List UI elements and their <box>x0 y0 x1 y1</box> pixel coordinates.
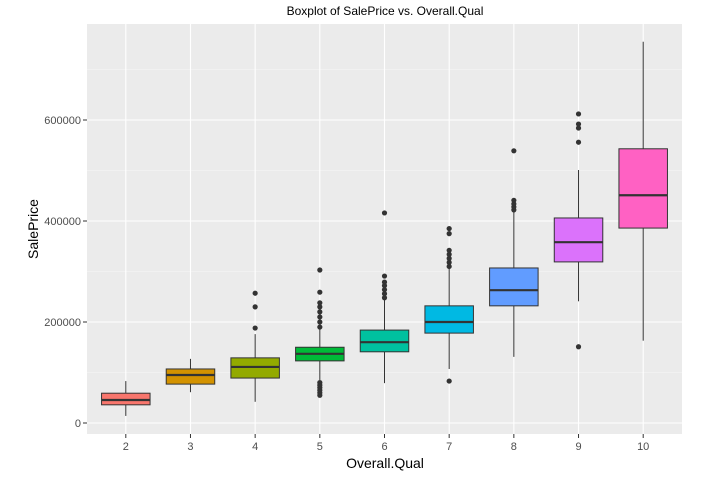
outlier-point <box>446 259 452 266</box>
outlier-point <box>381 287 388 293</box>
box <box>618 148 668 229</box>
x-tick-label: 7 <box>446 441 452 453</box>
y-tick-label: 400000 <box>44 216 81 228</box>
box-group-10 <box>618 41 668 341</box>
x-tick-label: 6 <box>381 441 387 453</box>
x-tick-label: 3 <box>187 441 193 453</box>
outlier-point <box>511 197 517 203</box>
outlier-point <box>317 314 323 320</box>
outlier-point <box>446 247 452 253</box>
outlier-point <box>317 267 323 273</box>
box <box>553 217 604 263</box>
box-group-8 <box>489 148 539 357</box>
outlier-point <box>381 291 388 297</box>
outlier-point <box>252 325 258 331</box>
outlier-point <box>446 263 452 270</box>
outlier-point <box>317 380 323 386</box>
outlier-point <box>317 309 323 315</box>
box <box>165 368 216 385</box>
outlier-point <box>317 300 323 306</box>
box-group-4 <box>230 290 280 402</box>
outlier-point <box>446 378 452 384</box>
x-tick-label: 10 <box>637 441 649 453</box>
x-tick-label: 4 <box>252 441 258 453</box>
outlier-point <box>575 139 582 145</box>
outlier-point <box>446 255 452 261</box>
outlier-point <box>252 290 258 296</box>
x-axis-label: Overall.Qual <box>346 455 424 471</box>
outlier-point <box>575 344 582 350</box>
box-group-9 <box>553 111 604 350</box>
outlier-point <box>317 289 323 295</box>
outlier-point <box>317 304 323 310</box>
outlier-point <box>317 319 323 325</box>
outlier-point <box>575 111 582 117</box>
outlier-point <box>446 225 452 232</box>
box-group-6 <box>359 210 410 384</box>
outlier-point <box>317 324 323 330</box>
outlier-point <box>381 210 388 216</box>
outlier-point <box>252 304 258 310</box>
y-tick-label: 0 <box>75 418 81 430</box>
box <box>424 305 474 334</box>
outlier-point <box>575 125 582 131</box>
y-tick-label: 600000 <box>44 115 81 127</box>
box-group-7 <box>424 225 474 384</box>
outlier-point <box>511 148 517 154</box>
outlier-point <box>575 121 582 127</box>
box-group-2 <box>101 381 151 416</box>
outlier-point <box>381 273 388 279</box>
y-tick-label: 200000 <box>44 317 81 329</box>
outlier-point <box>381 295 388 301</box>
x-tick-label: 5 <box>317 441 323 453</box>
y-axis: 0 200000 400000 600000 <box>44 115 87 430</box>
box-group-5 <box>295 267 345 398</box>
outlier-point <box>381 279 388 285</box>
outlier-point <box>446 251 452 257</box>
x-tick-label: 9 <box>575 441 581 453</box>
box-group-3 <box>165 358 216 393</box>
y-axis-label: SalePrice <box>25 199 41 259</box>
chart-title: Boxplot of SalePrice vs. Overall.Qual <box>287 4 484 18</box>
outlier-point <box>446 231 452 237</box>
x-tick-label: 8 <box>511 441 517 453</box>
boxes <box>101 41 668 416</box>
x-axis: 2 3 4 5 6 7 8 9 10 <box>123 434 649 453</box>
box <box>359 329 410 353</box>
box <box>489 267 539 307</box>
x-tick-label: 2 <box>123 441 129 453</box>
